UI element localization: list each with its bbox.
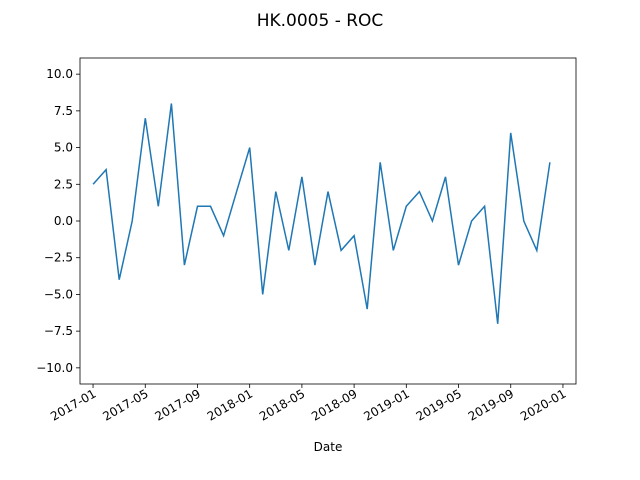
x-tick-label: 2019-09 xyxy=(466,386,516,423)
x-tick-label: 2018-01 xyxy=(205,386,255,423)
x-axis-label: Date xyxy=(314,440,343,454)
y-tick-label: −7.5 xyxy=(44,324,73,338)
y-tick-label: 2.5 xyxy=(54,177,73,191)
chart-title: HK.0005 - ROC xyxy=(257,11,384,31)
y-tick-label: 5.0 xyxy=(54,141,73,155)
x-tick-label: 2017-01 xyxy=(48,386,98,423)
y-tick-label: 0.0 xyxy=(54,214,73,228)
y-tick-label: −10.0 xyxy=(36,361,73,375)
y-tick-label: −2.5 xyxy=(44,251,73,265)
x-tick-label: 2017-05 xyxy=(100,386,150,423)
line xyxy=(92,103,551,324)
x-tick-label: 2018-05 xyxy=(257,386,307,423)
plot-frame xyxy=(79,57,577,385)
x-tick-label: 2020-01 xyxy=(518,386,568,423)
y-tick-label: −5.0 xyxy=(44,287,73,301)
y-tick-label: 7.5 xyxy=(54,104,73,118)
x-tick-label: 2018-09 xyxy=(309,386,359,423)
y-tick-label: 10.0 xyxy=(46,67,73,81)
x-tick-label: 2019-01 xyxy=(361,386,411,423)
x-tick-label: 2019-05 xyxy=(414,386,464,423)
x-tick-label: 2017-09 xyxy=(153,386,203,423)
